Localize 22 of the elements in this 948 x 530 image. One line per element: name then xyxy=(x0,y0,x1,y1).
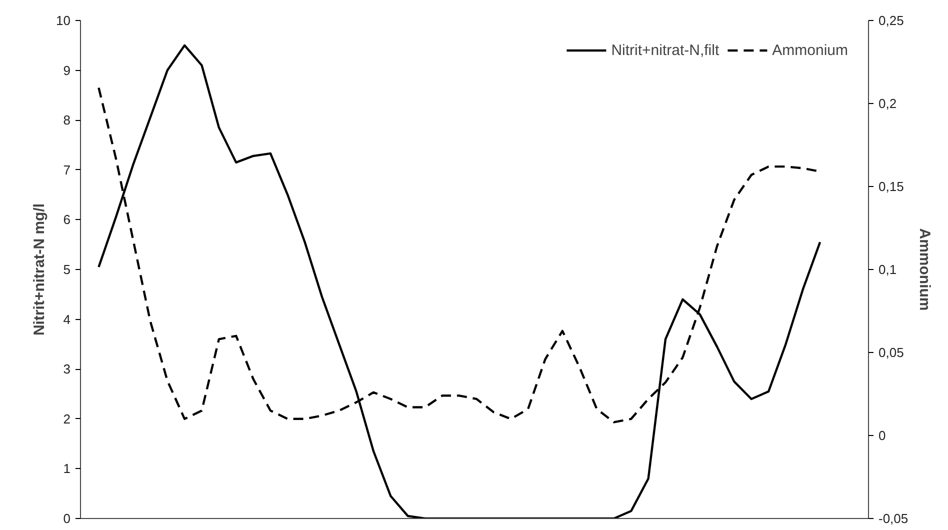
legend-label: Ammonium xyxy=(772,42,848,58)
y-tick-label: 10 xyxy=(56,13,71,28)
y2-tick-label: 0,15 xyxy=(878,179,904,194)
y-axis-title: Nitrit+nitrat-N mg/l xyxy=(31,203,48,336)
y-tick-label: 2 xyxy=(63,411,71,426)
y-tick-label: 4 xyxy=(63,312,71,327)
y2-tick-label: 0 xyxy=(878,428,886,443)
y2-tick-label: 0,25 xyxy=(878,13,904,28)
legend-label: Nitrit+nitrat-N,filt xyxy=(611,42,720,58)
y-tick-label: 0 xyxy=(63,511,71,526)
y-tick-label: 7 xyxy=(63,162,71,178)
y-tick-label: 6 xyxy=(63,212,71,228)
y-tick-label: 3 xyxy=(63,362,71,377)
y2-tick-label: -0,05 xyxy=(878,511,908,526)
y2-tick-label: 0,2 xyxy=(878,96,897,111)
y2-tick-label: 0,1 xyxy=(878,262,897,277)
y-tick-label: 1 xyxy=(63,461,71,476)
y-tick-label: 9 xyxy=(63,62,71,78)
y2-axis-title: Ammonium xyxy=(916,228,934,311)
y-tick-label: 8 xyxy=(63,112,71,128)
y-tick-label: 5 xyxy=(63,262,71,277)
y2-tick-label: 0,05 xyxy=(878,345,904,360)
